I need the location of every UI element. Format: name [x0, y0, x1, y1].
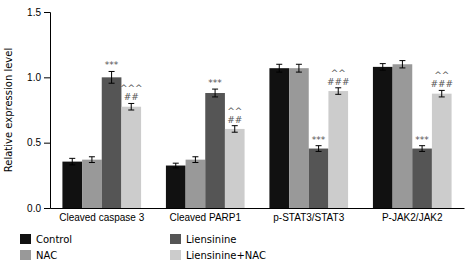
tick-label: 1.0 — [27, 72, 41, 83]
tick-mark — [44, 143, 50, 144]
legend: Control NAC Liensinine Liensinine+NAC — [20, 234, 266, 261]
annotation: *** — [105, 60, 119, 70]
tick-label: Cleaved caspase 3 — [59, 212, 144, 223]
legend-swatch — [170, 250, 181, 260]
axis-line — [44, 13, 51, 209]
legend-item: NAC — [20, 250, 57, 261]
error-bar — [316, 146, 322, 152]
y-axis-title: Relative expression level — [3, 48, 14, 172]
tick-mark — [44, 208, 50, 209]
annotations: ************^^^##^^##^^###^^### — [105, 60, 453, 144]
error-bar — [212, 89, 218, 97]
error-bar — [419, 146, 425, 152]
legend-label: NAC — [36, 250, 57, 261]
marks — [62, 61, 451, 208]
tick-label: 0.5 — [27, 137, 41, 148]
annotation: ## — [227, 115, 242, 125]
tick-mark — [44, 12, 50, 13]
annotation: ### — [327, 77, 350, 87]
bar — [82, 160, 102, 208]
legend-label: Control — [36, 234, 72, 245]
x-tick: Cleaved caspase 3 — [59, 208, 144, 223]
y-tick: 1.0 — [27, 72, 50, 83]
bar — [225, 129, 245, 208]
legend-label: Liensinine — [186, 234, 236, 245]
legend-label: Liensinine+NAC — [186, 250, 266, 261]
annotation: ### — [430, 79, 453, 89]
bar — [373, 67, 393, 208]
series — [82, 61, 412, 208]
error-bar — [89, 157, 95, 163]
y-tick: 1.5 — [27, 7, 50, 18]
tick-label: 1.5 — [27, 7, 41, 18]
annotation: *** — [415, 135, 429, 145]
error-bar — [128, 103, 134, 110]
bar — [393, 64, 413, 208]
error-bar — [399, 61, 405, 68]
tick-label: P-JAK2/JAK2 — [382, 212, 443, 223]
x-tick: Cleaved PARP1 — [169, 208, 241, 223]
error-bar — [439, 90, 445, 97]
bar — [166, 166, 186, 208]
bar — [269, 68, 289, 208]
tick-label: p-STAT3/STAT3 — [273, 212, 344, 223]
x-axis: Cleaved caspase 3 Cleaved PARP1 p-STAT3/ST… — [51, 208, 465, 223]
error-bar — [232, 126, 238, 133]
tick-mark — [44, 77, 50, 78]
annotation: *** — [208, 78, 222, 88]
legend-swatch — [20, 234, 31, 244]
bar — [205, 93, 225, 208]
y-tick: 0.5 — [27, 137, 50, 148]
series — [102, 71, 432, 208]
bar — [121, 107, 141, 208]
bar — [102, 77, 122, 208]
error-bar — [335, 88, 341, 95]
error-bar — [296, 64, 302, 72]
annotation: ## — [124, 92, 139, 102]
legend-swatch — [20, 250, 31, 260]
bar — [289, 68, 309, 208]
error-bar — [109, 71, 115, 83]
error-bar — [192, 157, 198, 163]
error-bar — [173, 163, 179, 168]
bar — [186, 160, 206, 208]
legend-item: Liensinine — [170, 234, 236, 245]
bar — [62, 162, 82, 208]
legend-item: Control — [20, 234, 72, 245]
x-tick: P-JAK2/JAK2 — [382, 208, 443, 223]
y-tick: 0.0 — [27, 203, 50, 214]
plot: 0.0 0.5 1.0 1.5 Cleaved caspase 3 Cleaved PAR… — [3, 7, 465, 223]
bar — [328, 91, 348, 208]
bar — [309, 149, 329, 208]
legend-item: Liensinine+NAC — [170, 250, 266, 261]
error-bar — [69, 158, 75, 165]
error-bar — [276, 64, 282, 72]
axis-line — [51, 208, 465, 209]
tick-label: 0.0 — [27, 203, 41, 214]
bar — [412, 149, 432, 208]
error-bar — [380, 64, 386, 71]
series — [62, 64, 392, 208]
series — [121, 88, 451, 208]
tick-label: Cleaved PARP1 — [169, 212, 241, 223]
x-tick: p-STAT3/STAT3 — [273, 208, 344, 223]
y-axis: 0.0 0.5 1.0 1.5 — [27, 7, 50, 214]
bar — [432, 94, 452, 208]
chart: 0.0 0.5 1.0 1.5 Cleaved caspase 3 Cleaved PAR… — [0, 0, 474, 274]
annotation: *** — [312, 135, 326, 145]
legend-swatch — [170, 234, 181, 244]
